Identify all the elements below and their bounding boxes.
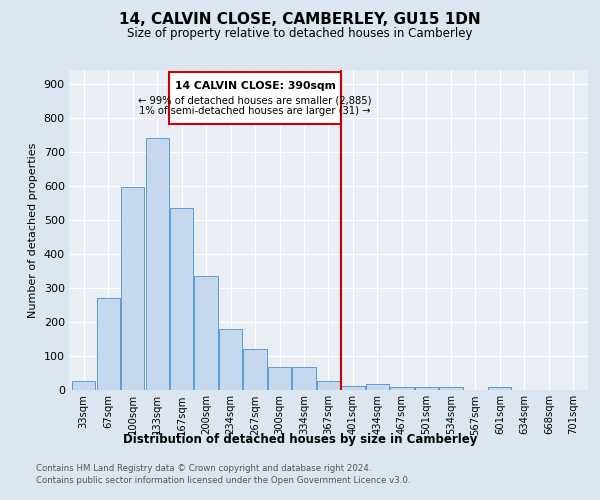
Text: ← 99% of detached houses are smaller (2,885): ← 99% of detached houses are smaller (2,… bbox=[139, 96, 372, 106]
Bar bbox=[341, 386, 365, 390]
Text: 14, CALVIN CLOSE, CAMBERLEY, GU15 1DN: 14, CALVIN CLOSE, CAMBERLEY, GU15 1DN bbox=[119, 12, 481, 28]
Bar bbox=[121, 188, 144, 390]
Y-axis label: Number of detached properties: Number of detached properties bbox=[28, 142, 38, 318]
Bar bbox=[72, 382, 95, 390]
Bar bbox=[415, 388, 438, 390]
Bar bbox=[292, 367, 316, 390]
Bar bbox=[170, 208, 193, 390]
Bar bbox=[488, 388, 511, 390]
Bar bbox=[97, 298, 120, 390]
Text: Contains public sector information licensed under the Open Government Licence v3: Contains public sector information licen… bbox=[36, 476, 410, 485]
Bar bbox=[219, 330, 242, 390]
Bar bbox=[169, 72, 341, 124]
Text: Size of property relative to detached houses in Camberley: Size of property relative to detached ho… bbox=[127, 28, 473, 40]
Text: 14 CALVIN CLOSE: 390sqm: 14 CALVIN CLOSE: 390sqm bbox=[175, 81, 335, 91]
Text: Contains HM Land Registry data © Crown copyright and database right 2024.: Contains HM Land Registry data © Crown c… bbox=[36, 464, 371, 473]
Bar bbox=[244, 349, 266, 390]
Bar bbox=[391, 386, 413, 390]
Bar bbox=[439, 388, 463, 390]
Bar bbox=[317, 382, 340, 390]
Text: 1% of semi-detached houses are larger (31) →: 1% of semi-detached houses are larger (3… bbox=[139, 106, 371, 116]
Bar bbox=[268, 367, 291, 390]
Text: Distribution of detached houses by size in Camberley: Distribution of detached houses by size … bbox=[123, 432, 477, 446]
Bar bbox=[366, 384, 389, 390]
Bar bbox=[194, 276, 218, 390]
Bar bbox=[146, 138, 169, 390]
